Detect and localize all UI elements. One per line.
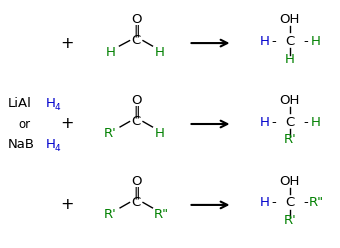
Text: H: H xyxy=(259,35,269,48)
Text: +: + xyxy=(61,197,74,213)
Text: C: C xyxy=(132,115,141,128)
Text: C: C xyxy=(285,116,294,128)
Text: H: H xyxy=(311,35,321,48)
Text: R": R" xyxy=(308,196,324,210)
Text: R': R' xyxy=(104,127,116,140)
Text: -: - xyxy=(271,35,276,48)
Text: LiAl: LiAl xyxy=(8,97,32,110)
Text: or: or xyxy=(18,118,30,130)
Text: OH: OH xyxy=(279,94,300,107)
Text: R': R' xyxy=(283,133,296,146)
Text: H: H xyxy=(154,46,164,59)
Text: O: O xyxy=(131,13,141,26)
Text: +: + xyxy=(61,35,74,51)
Text: H: H xyxy=(46,97,56,110)
Text: H: H xyxy=(259,196,269,210)
Text: R': R' xyxy=(283,214,296,227)
Text: H: H xyxy=(311,116,321,128)
Text: R': R' xyxy=(104,208,116,221)
Text: OH: OH xyxy=(279,13,300,26)
Text: R": R" xyxy=(154,208,169,221)
Text: C: C xyxy=(132,196,141,209)
Text: -: - xyxy=(304,116,308,128)
Text: H: H xyxy=(154,127,164,140)
Text: H: H xyxy=(285,53,295,65)
Text: -: - xyxy=(304,35,308,48)
Text: -: - xyxy=(271,116,276,128)
Text: O: O xyxy=(131,94,141,107)
Text: ‖: ‖ xyxy=(133,186,140,199)
Text: ‖: ‖ xyxy=(133,24,140,37)
Text: -: - xyxy=(271,196,276,210)
Text: O: O xyxy=(131,175,141,188)
Text: -: - xyxy=(304,196,308,210)
Text: H: H xyxy=(46,138,56,151)
Text: C: C xyxy=(132,34,141,47)
Text: H: H xyxy=(106,46,116,59)
Text: C: C xyxy=(285,196,294,210)
Text: NaB: NaB xyxy=(8,138,35,151)
Text: ‖: ‖ xyxy=(133,105,140,118)
Text: H: H xyxy=(259,116,269,128)
Text: 4: 4 xyxy=(55,144,60,153)
Text: 4: 4 xyxy=(55,103,60,112)
Text: C: C xyxy=(285,35,294,48)
Text: +: + xyxy=(61,117,74,131)
Text: OH: OH xyxy=(279,175,300,188)
